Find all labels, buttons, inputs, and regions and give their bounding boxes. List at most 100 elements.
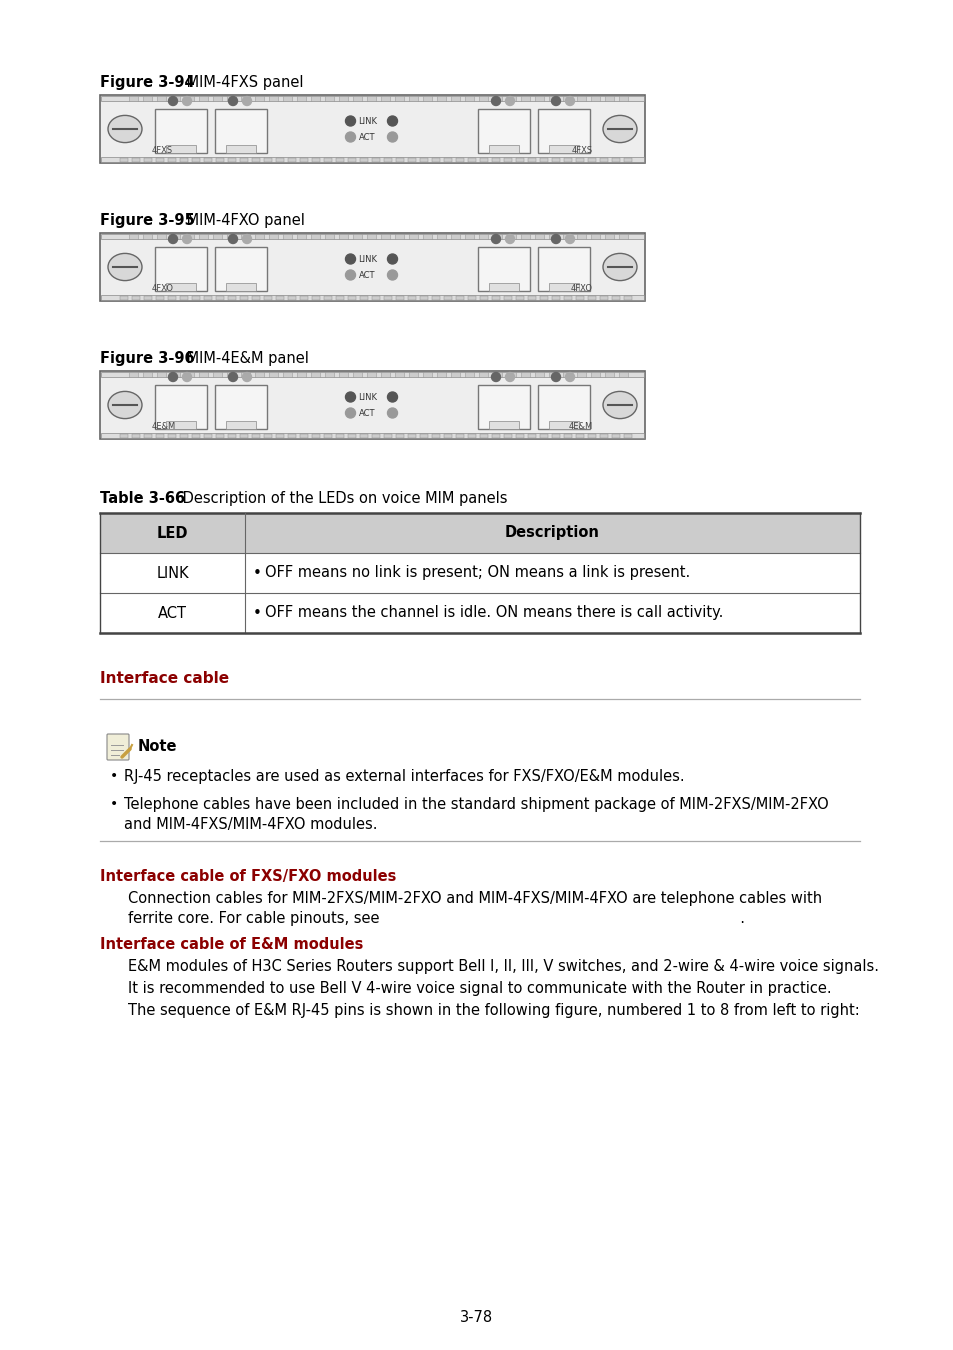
FancyBboxPatch shape xyxy=(395,96,404,101)
Bar xyxy=(240,433,248,437)
Bar xyxy=(516,433,523,437)
Circle shape xyxy=(169,373,177,382)
FancyBboxPatch shape xyxy=(605,96,614,101)
FancyBboxPatch shape xyxy=(521,373,530,378)
Text: E&M modules of H3C Series Routers support Bell I, II, III, V switches, and 2-wir: E&M modules of H3C Series Routers suppor… xyxy=(128,958,878,973)
Circle shape xyxy=(551,373,560,382)
Bar xyxy=(192,296,200,300)
Text: 4FXS: 4FXS xyxy=(152,146,172,155)
Bar xyxy=(144,296,152,300)
Bar xyxy=(552,158,559,162)
FancyBboxPatch shape xyxy=(367,96,376,101)
Circle shape xyxy=(551,96,560,105)
Bar xyxy=(228,158,235,162)
FancyBboxPatch shape xyxy=(255,373,264,378)
Bar xyxy=(456,296,463,300)
Ellipse shape xyxy=(602,392,637,418)
Bar xyxy=(288,158,295,162)
FancyBboxPatch shape xyxy=(437,235,446,239)
FancyBboxPatch shape xyxy=(172,235,180,239)
Circle shape xyxy=(242,96,252,105)
FancyBboxPatch shape xyxy=(339,235,348,239)
Bar xyxy=(154,247,207,292)
FancyBboxPatch shape xyxy=(507,96,516,101)
FancyBboxPatch shape xyxy=(591,235,599,239)
Bar xyxy=(100,554,859,593)
Circle shape xyxy=(182,235,192,243)
Bar xyxy=(100,593,859,633)
FancyBboxPatch shape xyxy=(255,235,264,239)
Circle shape xyxy=(491,96,500,105)
Bar xyxy=(359,433,368,437)
Bar xyxy=(144,158,152,162)
Bar xyxy=(120,296,128,300)
Bar xyxy=(204,158,212,162)
FancyBboxPatch shape xyxy=(213,96,222,101)
Bar xyxy=(192,158,200,162)
FancyBboxPatch shape xyxy=(535,235,544,239)
Circle shape xyxy=(242,235,252,243)
FancyBboxPatch shape xyxy=(283,235,293,239)
Bar xyxy=(100,95,644,163)
FancyBboxPatch shape xyxy=(563,96,572,101)
Bar xyxy=(101,157,643,162)
Bar xyxy=(492,433,499,437)
Bar xyxy=(408,296,416,300)
Bar xyxy=(384,433,392,437)
Bar xyxy=(479,158,488,162)
Text: OFF means no link is present; ON means a link is present.: OFF means no link is present; ON means a… xyxy=(265,566,690,580)
FancyBboxPatch shape xyxy=(549,235,558,239)
Bar xyxy=(516,158,523,162)
FancyBboxPatch shape xyxy=(381,235,390,239)
Bar xyxy=(335,433,344,437)
FancyBboxPatch shape xyxy=(269,235,278,239)
Circle shape xyxy=(565,373,574,382)
Bar xyxy=(101,234,643,239)
Bar xyxy=(384,296,392,300)
Bar xyxy=(168,296,175,300)
FancyBboxPatch shape xyxy=(423,96,432,101)
Circle shape xyxy=(505,373,514,382)
Bar xyxy=(156,296,164,300)
Bar xyxy=(587,296,596,300)
Bar xyxy=(154,109,207,153)
FancyBboxPatch shape xyxy=(451,96,460,101)
Bar xyxy=(489,284,518,292)
Circle shape xyxy=(229,96,237,105)
Bar xyxy=(477,109,530,153)
Bar xyxy=(252,158,260,162)
Bar xyxy=(312,433,319,437)
Circle shape xyxy=(229,373,237,382)
FancyBboxPatch shape xyxy=(297,96,306,101)
Bar xyxy=(479,433,488,437)
Bar xyxy=(552,296,559,300)
Circle shape xyxy=(387,270,397,279)
Bar xyxy=(275,158,284,162)
FancyBboxPatch shape xyxy=(367,235,376,239)
Bar xyxy=(204,433,212,437)
Bar xyxy=(214,109,267,153)
Bar xyxy=(552,433,559,437)
FancyBboxPatch shape xyxy=(367,373,376,378)
FancyBboxPatch shape xyxy=(479,235,488,239)
Bar xyxy=(226,421,255,429)
FancyBboxPatch shape xyxy=(605,235,614,239)
FancyBboxPatch shape xyxy=(409,96,418,101)
Bar xyxy=(166,144,195,153)
Text: The sequence of E&M RJ-45 pins is shown in the following figure, numbered 1 to 8: The sequence of E&M RJ-45 pins is shown … xyxy=(128,1003,859,1018)
Ellipse shape xyxy=(108,115,142,143)
FancyBboxPatch shape xyxy=(465,96,474,101)
Bar xyxy=(132,433,140,437)
FancyBboxPatch shape xyxy=(465,235,474,239)
Bar xyxy=(168,433,175,437)
FancyBboxPatch shape xyxy=(563,373,572,378)
FancyBboxPatch shape xyxy=(213,235,222,239)
FancyBboxPatch shape xyxy=(409,373,418,378)
FancyBboxPatch shape xyxy=(507,235,516,239)
Bar xyxy=(335,296,344,300)
Bar xyxy=(489,144,518,153)
Bar xyxy=(599,158,607,162)
FancyBboxPatch shape xyxy=(591,373,599,378)
Bar xyxy=(539,433,547,437)
Text: Figure 3-94: Figure 3-94 xyxy=(100,76,194,90)
